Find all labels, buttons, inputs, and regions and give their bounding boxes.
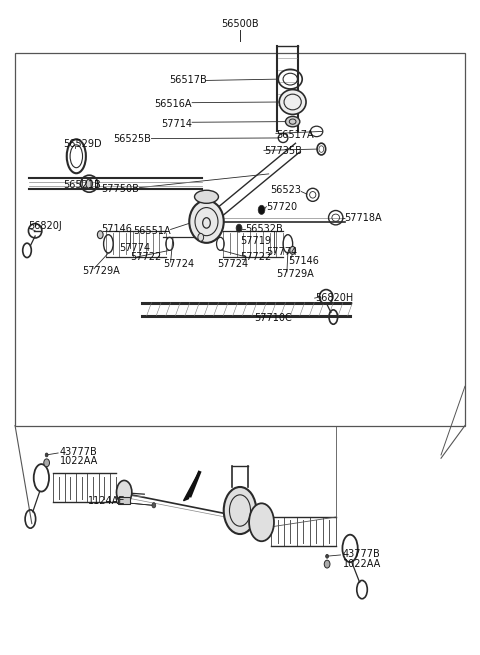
Circle shape <box>236 224 242 232</box>
Circle shape <box>290 246 296 254</box>
Ellipse shape <box>286 117 300 127</box>
Text: 1022AA: 1022AA <box>343 559 381 569</box>
Text: 57722: 57722 <box>130 252 161 262</box>
Text: 56532B: 56532B <box>245 225 283 234</box>
Circle shape <box>45 453 48 457</box>
Bar <box>118 497 131 504</box>
Text: 56551A: 56551A <box>133 226 170 236</box>
Text: 56525B: 56525B <box>114 134 152 144</box>
Text: 57720: 57720 <box>266 202 298 212</box>
Text: 56500B: 56500B <box>221 18 259 29</box>
Text: 56523: 56523 <box>270 185 301 195</box>
Text: 57146: 57146 <box>288 256 319 266</box>
Ellipse shape <box>117 481 132 504</box>
Circle shape <box>324 560 330 568</box>
Text: 57729A: 57729A <box>276 269 313 279</box>
Ellipse shape <box>279 90 306 115</box>
Text: 57724: 57724 <box>163 259 194 269</box>
Text: 57710C: 57710C <box>254 312 292 323</box>
Ellipse shape <box>189 200 224 243</box>
Text: 56517B: 56517B <box>169 75 206 85</box>
Text: 57735B: 57735B <box>264 146 302 156</box>
Ellipse shape <box>249 503 274 541</box>
Text: 57729A: 57729A <box>82 267 120 276</box>
Text: 1124AE: 1124AE <box>88 496 125 506</box>
Circle shape <box>198 233 204 241</box>
Text: 57718A: 57718A <box>344 213 382 223</box>
Text: 57750B: 57750B <box>102 184 140 194</box>
Polygon shape <box>183 472 199 500</box>
Text: 43777B: 43777B <box>60 447 98 457</box>
Text: 57722: 57722 <box>240 252 271 262</box>
Circle shape <box>258 205 265 214</box>
Text: 57724: 57724 <box>217 259 249 269</box>
Circle shape <box>325 554 328 558</box>
Bar <box>15 53 465 426</box>
Text: 1022AA: 1022AA <box>60 457 98 466</box>
Text: 56529D: 56529D <box>63 140 102 149</box>
Text: 57774: 57774 <box>266 247 298 257</box>
Text: 57146: 57146 <box>101 224 132 234</box>
Text: 43777B: 43777B <box>343 550 381 559</box>
Text: 57774: 57774 <box>120 243 151 253</box>
Circle shape <box>152 502 156 508</box>
Text: 56820J: 56820J <box>28 221 62 231</box>
Text: 56521B: 56521B <box>63 180 101 190</box>
Text: 57714: 57714 <box>161 119 192 128</box>
Circle shape <box>97 231 103 238</box>
Circle shape <box>44 459 49 467</box>
Ellipse shape <box>194 190 218 203</box>
Text: 56517A: 56517A <box>276 130 313 140</box>
Text: 57719: 57719 <box>240 236 271 246</box>
Text: 56820H: 56820H <box>316 293 354 303</box>
Circle shape <box>86 179 93 188</box>
Text: 56516A: 56516A <box>155 99 192 109</box>
Ellipse shape <box>224 487 256 534</box>
